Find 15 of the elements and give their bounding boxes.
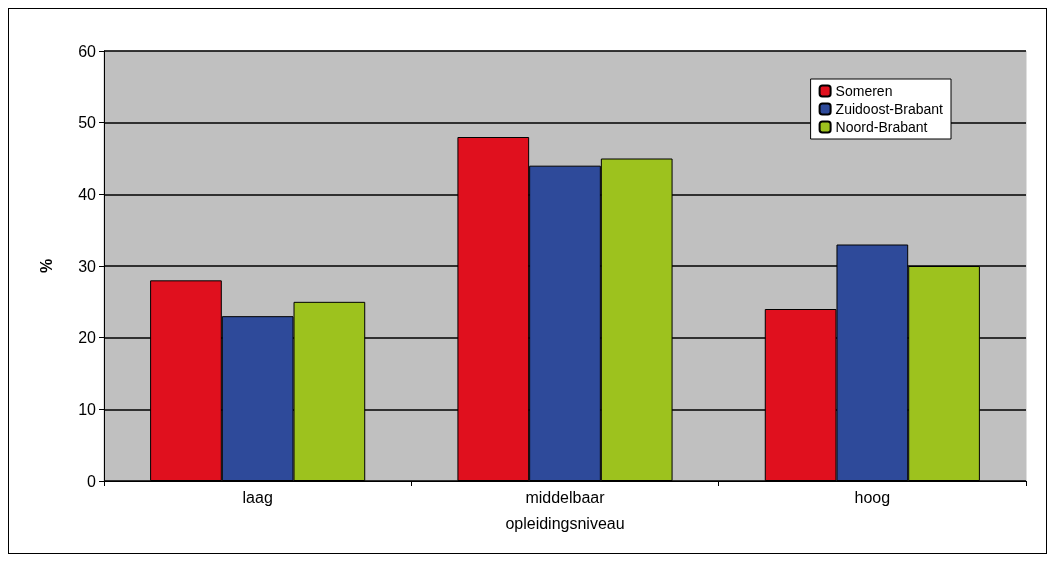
legend-label: Noord-Brabant	[835, 119, 928, 135]
y-tick-label: 40	[78, 185, 97, 203]
y-tick-label: 0	[87, 472, 97, 490]
x-axis-title: opleidingsniveau	[505, 514, 625, 532]
x-tick-label: laag	[242, 488, 273, 506]
legend-label: Zuidoost-Brabant	[835, 101, 944, 117]
y-tick-label: 10	[78, 400, 97, 418]
x-tick-label: hoog	[854, 488, 891, 506]
y-tick-label: 50	[78, 114, 97, 132]
y-tick-label: 30	[78, 257, 97, 275]
legend-label: Someren	[835, 83, 893, 99]
y-tick-label: 60	[78, 42, 97, 60]
y-axis-title: %	[37, 258, 55, 274]
x-tick-label: middelbaar	[525, 488, 606, 506]
y-tick-label: 20	[78, 329, 97, 347]
